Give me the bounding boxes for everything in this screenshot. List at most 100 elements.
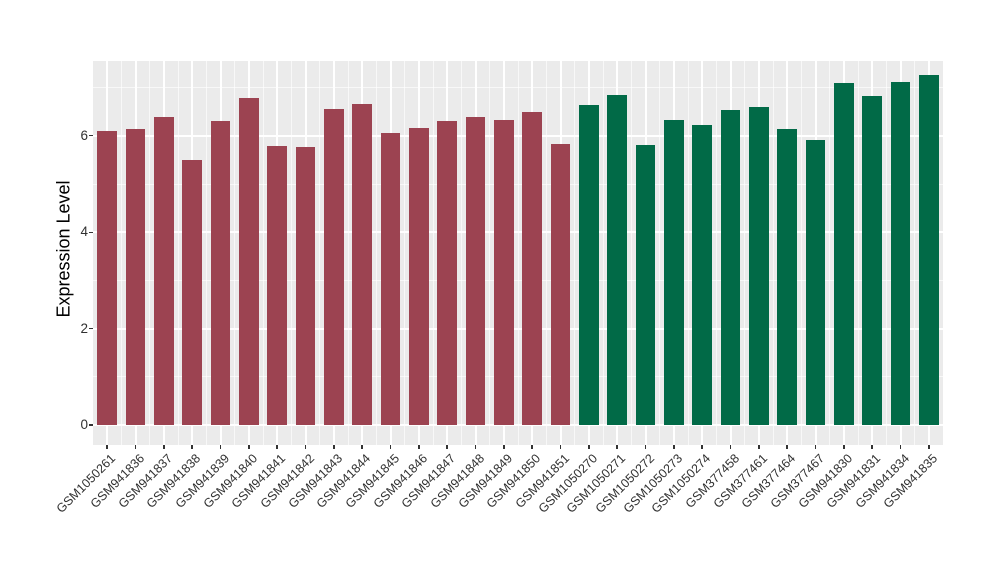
- gridline-minor-vertical: [545, 61, 547, 445]
- y-tick-label: 0: [80, 417, 88, 432]
- x-tick-mark: [814, 445, 817, 449]
- gridline-minor-vertical: [630, 61, 632, 445]
- bar-GSM941837: [154, 116, 174, 425]
- x-tick-mark: [616, 445, 618, 449]
- bar-GSM941842: [295, 147, 316, 425]
- plot-panel: [93, 61, 943, 445]
- bar-GSM941839: [210, 121, 231, 425]
- gridline-minor-vertical: [120, 61, 122, 445]
- y-axis-title: Expression Level: [53, 180, 74, 318]
- gridline-minor-vertical: [829, 61, 831, 445]
- gridline-minor-vertical: [687, 61, 689, 445]
- x-tick-mark: [758, 445, 760, 449]
- x-tick-mark: [361, 445, 363, 449]
- x-tick-mark: [531, 445, 533, 449]
- gridline-minor-vertical: [234, 61, 236, 445]
- x-tick-mark: [163, 445, 165, 449]
- gridline-minor-vertical: [347, 61, 349, 445]
- gridline-minor-vertical: [602, 61, 604, 445]
- y-tick-mark: [89, 231, 93, 233]
- gridline-minor-vertical: [262, 61, 264, 445]
- bar-GSM1050273: [664, 119, 684, 425]
- y-tick-mark: [89, 424, 93, 426]
- gridline-minor-vertical: [744, 61, 746, 445]
- x-tick-mark: [928, 445, 930, 449]
- gridline-minor-vertical: [914, 61, 916, 445]
- x-tick-mark: [559, 445, 562, 449]
- gridline-minor-vertical: [489, 61, 491, 445]
- bar-GSM941845: [380, 132, 401, 425]
- bar-GSM1050274: [692, 125, 712, 425]
- y-tick-label: 6: [80, 127, 88, 143]
- x-tick-mark: [389, 445, 392, 449]
- bar-GSM941831: [862, 95, 882, 425]
- bar-GSM941847: [437, 120, 457, 425]
- x-tick-mark: [304, 445, 307, 449]
- gridline-minor-vertical: [659, 61, 661, 445]
- x-tick-mark: [588, 445, 590, 449]
- gridline-minor-vertical: [149, 61, 151, 445]
- bar-GSM941849: [494, 119, 514, 425]
- y-tick-mark: [89, 135, 93, 137]
- gridline-minor-vertical: [404, 61, 406, 445]
- bar-GSM941836: [125, 128, 146, 425]
- y-tick-mark: [89, 327, 93, 330]
- bar-GSM941841: [267, 146, 287, 425]
- gridline-minor-vertical: [290, 61, 292, 445]
- gridline-minor-vertical: [205, 61, 207, 445]
- x-tick-mark: [474, 445, 477, 449]
- x-tick-mark: [134, 445, 137, 449]
- bar-GSM941851: [550, 143, 571, 425]
- bar-GSM1050272: [635, 145, 656, 425]
- x-tick-mark: [843, 445, 845, 449]
- bar-GSM941834: [890, 81, 911, 425]
- x-tick-mark: [418, 445, 420, 449]
- bar-GSM1050261: [97, 130, 117, 425]
- gridline-minor-vertical: [375, 61, 377, 445]
- bar-GSM941840: [239, 98, 259, 425]
- x-tick-mark: [446, 445, 448, 449]
- gridline-minor-vertical: [772, 61, 774, 445]
- gridline-minor-vertical: [177, 61, 179, 445]
- bar-GSM1050271: [607, 94, 627, 425]
- bar-GSM941844: [352, 103, 372, 425]
- bar-GSM941838: [182, 159, 202, 425]
- x-tick-mark: [219, 445, 222, 449]
- gridline-minor-vertical: [460, 61, 462, 445]
- bar-GSM941850: [522, 111, 542, 425]
- bar-GSM941843: [324, 108, 344, 425]
- bar-GSM377458: [720, 109, 741, 425]
- bar-GSM941835: [919, 74, 939, 425]
- gridline-minor-vertical: [574, 61, 576, 445]
- x-tick-mark: [276, 445, 278, 449]
- gridline-minor-vertical: [800, 61, 802, 445]
- y-tick-label: 2: [80, 320, 88, 336]
- x-tick-mark: [899, 445, 902, 449]
- x-tick-mark: [786, 445, 788, 449]
- bar-GSM941848: [465, 117, 486, 425]
- bar-GSM941846: [409, 127, 429, 425]
- x-tick-mark: [729, 445, 732, 449]
- bar-GSM1050270: [579, 105, 599, 425]
- x-tick-mark: [503, 445, 505, 449]
- y-tick-label: 4: [80, 224, 88, 240]
- gridline-minor-vertical: [517, 61, 519, 445]
- gridline-minor-vertical: [715, 61, 717, 445]
- bar-GSM377464: [777, 128, 797, 425]
- x-tick-mark: [333, 445, 335, 449]
- bar-GSM941830: [834, 82, 854, 425]
- gridline-minor-vertical: [319, 61, 321, 445]
- x-tick-mark: [673, 445, 675, 449]
- x-tick-mark: [701, 445, 703, 449]
- gridline-minor-vertical: [857, 61, 859, 445]
- bar-GSM377467: [805, 139, 826, 425]
- x-tick-mark: [106, 445, 108, 449]
- x-tick-mark: [644, 445, 647, 449]
- x-tick-mark: [871, 445, 873, 449]
- gridline-minor-vertical: [885, 61, 887, 445]
- x-tick-mark: [248, 445, 250, 449]
- gridline-minor-vertical: [432, 61, 434, 445]
- bar-GSM377461: [749, 106, 769, 425]
- x-tick-mark: [191, 445, 193, 449]
